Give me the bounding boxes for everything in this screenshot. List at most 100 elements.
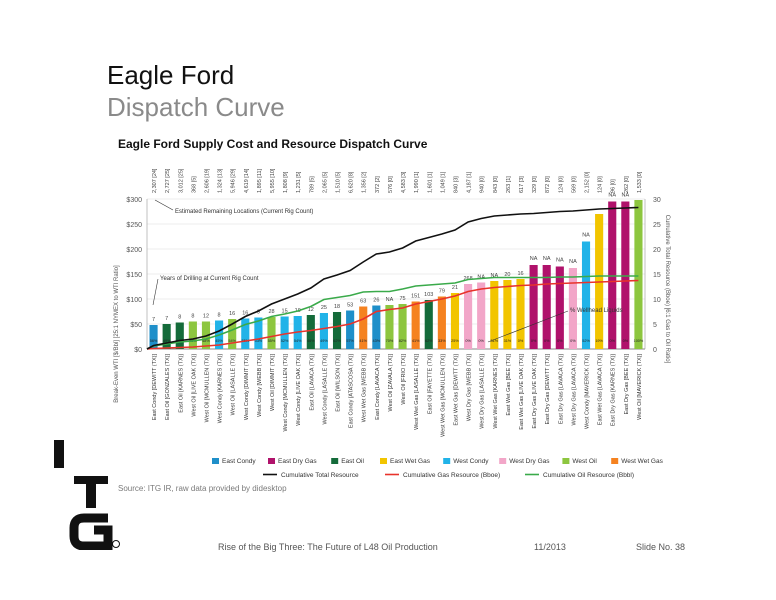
wellhead-liquids-label: 41%	[412, 339, 420, 343]
wellhead-liquids-label: 48%	[202, 339, 210, 343]
wellhead-liquids-label: 0%	[531, 339, 537, 343]
bar	[450, 293, 460, 349]
category-label: West Oil [ZAVALA (TX)]	[388, 354, 394, 412]
wellhead-liquids-label: 52%	[582, 339, 590, 343]
y-tick-label: $250	[126, 222, 142, 229]
bar	[254, 317, 263, 349]
na-label: NA	[556, 258, 564, 264]
legend-swatch	[331, 458, 339, 464]
cumulative-oil-line	[146, 275, 639, 350]
locations-label: 329 [0]	[532, 176, 538, 193]
y-tick-label: $50	[130, 322, 142, 329]
years-label: 7	[165, 316, 168, 322]
category-label: East Wet Gas [BEE (TX)]	[506, 354, 512, 416]
years-label: 9	[257, 310, 260, 316]
years-label: 79	[439, 289, 445, 295]
y2-tick-label: 20	[653, 247, 661, 254]
years-label: NA	[386, 297, 394, 303]
y2-tick-label: 30	[653, 197, 661, 204]
category-label: West Oil [DIMMIT (TX)]	[270, 354, 276, 411]
legend-label: Cumulative Gas Resource (Bboe)	[403, 472, 500, 479]
locations-label: 3,012 [25]	[178, 168, 184, 193]
bar	[568, 268, 577, 349]
category-label: East Wet Gas [LAVACA (TX)]	[598, 354, 604, 426]
slide-subtitle: Dispatch Curve	[107, 92, 285, 122]
bar	[162, 324, 171, 349]
locations-label: 617 [3]	[519, 176, 525, 193]
footer-slide-number: Slide No. 38	[636, 542, 686, 552]
locations-label: 1,510 [5]	[336, 171, 342, 193]
bar	[267, 317, 276, 349]
years-label: NA	[490, 273, 498, 279]
locations-label: 1,049 [1]	[440, 171, 446, 193]
years-label: 8	[218, 313, 221, 319]
legend-label: Cumulative Oil Resource (Bbbl)	[543, 472, 634, 479]
bar	[411, 301, 420, 349]
category-label: East Condy [ATASCOSA (TX)]	[349, 354, 355, 429]
wellhead-liquids-label: 0%	[465, 339, 471, 343]
locations-label: 6,620 [8]	[349, 171, 355, 193]
category-label: East Oil [WILSON (TX)]	[336, 354, 342, 412]
category-label: West Oil [FRIO (TX)]	[401, 354, 407, 405]
bar	[634, 200, 643, 349]
bar	[490, 281, 499, 349]
years-label: 16	[242, 311, 248, 317]
wellhead-liquids-label: 49%	[320, 339, 328, 343]
y-tick-label: $300	[126, 197, 142, 204]
category-label: East Dry Gas [LIVE OAK (TX)]	[532, 354, 538, 429]
locations-label: 124 [0]	[558, 176, 564, 193]
locations-label: 372 [2]	[375, 176, 381, 193]
wellhead-liquids-label: 54%	[228, 339, 236, 343]
years-label: 15	[282, 309, 288, 315]
years-label: 63	[360, 299, 366, 305]
bar	[175, 322, 184, 349]
category-label: West Oil [MCMULLEN (TX)]	[204, 354, 210, 423]
bar	[398, 304, 407, 349]
bar	[581, 241, 591, 349]
wellhead-liquids-label: 41%	[359, 339, 367, 343]
y2-tick-label: 25	[653, 222, 661, 229]
locations-label: 5,955 [10]	[270, 168, 276, 193]
category-label: East Dry Gas [LAVACA (TX)]	[558, 354, 564, 425]
category-label: West Condy [MAVERICK (TX)]	[585, 354, 591, 429]
category-label: West Condy [KARNES (TX)]	[218, 354, 224, 424]
years-label: 16	[229, 311, 235, 317]
itg-logo	[54, 440, 120, 550]
source-note: Source: ITG IR, raw data provided by did…	[118, 484, 287, 493]
years-label: 21	[452, 285, 458, 291]
years-label: 28	[268, 309, 274, 315]
years-label: 8	[178, 315, 181, 321]
legend-label: East Dry Gas	[278, 458, 317, 465]
legend-swatch	[212, 458, 219, 464]
legend-label: West Wet Gas	[621, 458, 663, 465]
footer-title: Rise of the Big Three: The Future of L48…	[218, 542, 438, 552]
locations-label: 1,808 [9]	[283, 171, 289, 193]
wellhead-liquids-label: 57%	[346, 339, 354, 343]
category-label: East Dry Gas [BEE (TX)]	[624, 354, 630, 415]
wellhead-liquids-label: 55%	[268, 339, 276, 343]
bar	[542, 265, 551, 349]
wellhead-liquids-label: 33%	[438, 339, 446, 343]
legend-label: West Oil	[572, 458, 597, 465]
wellhead-liquids-label: 49%	[163, 339, 171, 343]
years-label: 25	[321, 305, 327, 311]
footer-date: 11/2013	[534, 542, 566, 552]
category-label: East Oil [LAVACA (TX)]	[309, 354, 315, 411]
wellhead-liquids-label: 45%	[215, 339, 223, 343]
bar	[529, 265, 538, 349]
y2-tick-label: 15	[653, 272, 661, 279]
category-label: West Dry Gas [LAVACA (TX)]	[571, 354, 577, 426]
bar	[228, 319, 237, 349]
bar	[319, 313, 328, 349]
wellhead-liquids-label: 62%	[425, 339, 433, 343]
category-label: East Oil [KARNES (TX)]	[178, 354, 184, 413]
wellhead-liquids-label: 0%	[544, 339, 550, 343]
locations-label: 124 [0]	[598, 176, 604, 193]
locations-label: 1,895 [11]	[257, 168, 263, 193]
years-label: 18	[334, 304, 340, 310]
bar	[424, 300, 433, 349]
wellhead-liquids-label: 31%	[490, 339, 498, 343]
wellhead-liquids-label: 0%	[570, 339, 576, 343]
wellhead-liquids-label: 53%	[255, 339, 263, 343]
wellhead-annotation: % Wellhead Liquids	[570, 308, 623, 314]
